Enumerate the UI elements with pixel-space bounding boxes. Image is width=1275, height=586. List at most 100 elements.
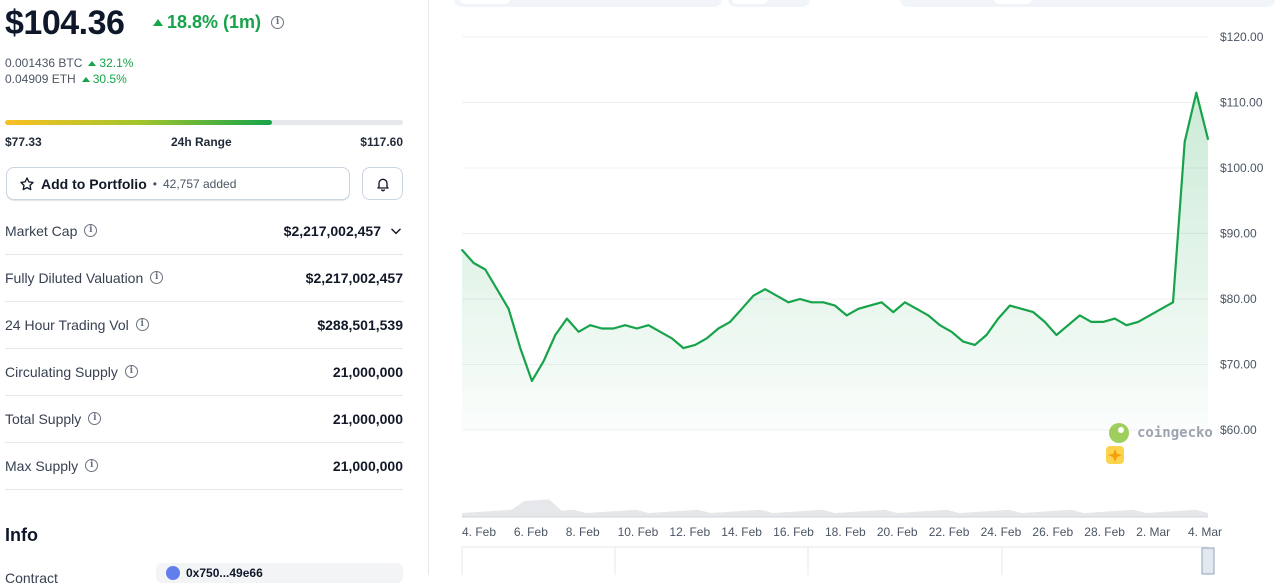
stat-value-wrap: $2,217,002,457 [306,270,403,286]
price-point [892,311,895,313]
price-point [1020,307,1023,310]
time-range-tabs[interactable] [900,0,1275,7]
y-tick-label: $70.00 [1220,358,1257,372]
price-point [775,294,778,297]
price-point [764,288,766,291]
volume-area [462,499,1208,517]
price-point [729,321,731,323]
price-point [1043,321,1046,323]
price-point [834,304,836,307]
price-point [845,314,848,317]
price-area [462,92,1208,430]
price-point [857,307,860,310]
x-tick-label: 16. Feb [773,525,814,539]
price-point [1067,324,1070,327]
price-point [869,304,871,307]
price-point [962,340,965,343]
up-triangle-icon [153,19,163,26]
info-icon[interactable]: i [150,271,164,284]
price-point [496,288,498,291]
price-point [822,301,825,304]
bell-icon [376,178,389,191]
price-point [600,327,603,330]
active-time-range[interactable] [994,0,1032,4]
contract-address: 0x750...49e66 [186,566,263,580]
active-tab[interactable] [460,0,510,4]
range-navigator[interactable] [461,546,1209,578]
chart-type-tabs[interactable] [454,0,722,7]
stat-label-text: Circulating Supply [5,363,118,380]
info-icon[interactable]: i [84,224,98,237]
range-high: $117.60 [360,135,403,149]
current-price: $104.36 [5,4,125,42]
stat-label-text: Market Cap [5,222,78,239]
range-low: $77.33 [5,135,42,149]
eth-price-row: 0.04909 ETH 30.5% [5,72,127,86]
y-tick-label: $90.00 [1220,227,1257,241]
price-point [1183,140,1186,143]
stat-value: 21,000,000 [332,363,403,380]
price-point [577,330,580,333]
stat-row: Fully Diluted Valuation i $2,217,002,457 [5,254,403,302]
info-icon[interactable]: i [88,412,102,425]
info-icon[interactable]: i [271,16,285,29]
price-point [635,327,638,330]
coingecko-logo: coingecko [1109,423,1213,443]
price-point [740,307,743,310]
price-point [1125,324,1128,327]
stat-value-wrap: 21,000,000 [333,411,403,427]
x-tick-label: 6. Feb [514,525,548,539]
price-point [694,343,697,346]
x-tick-label: 10. Feb [618,525,659,539]
price-point [1032,311,1035,313]
coin-overview-panel: $104.36 18.8% (1m) i 0.001436 BTC 32.1% … [0,0,410,586]
navigator-handle[interactable] [1201,547,1215,575]
stat-label-text: Total Supply [5,410,82,427]
active-view-tab[interactable] [732,0,768,4]
contract-address-box[interactable]: 0x750...49e66 [156,563,403,583]
price-point [507,307,510,310]
up-triangle-icon [81,76,90,82]
y-tick-label: $110.00 [1220,96,1263,110]
chart-view-tabs[interactable] [728,0,810,7]
x-tick-label: 26. Feb [1032,525,1073,539]
price-point [880,301,883,304]
add-to-portfolio-button[interactable]: Add to Portfolio • 42,757 added [6,167,350,200]
price-chart[interactable]: $120.00 $110.00 $100.00 $90.00 $80.00 $70.00 $… [440,0,1275,578]
stat-value: $288,501,539 [317,316,403,333]
info-icon[interactable]: i [135,318,149,331]
price-point [682,347,685,350]
price-point [1078,314,1081,317]
price-point [612,327,615,330]
chevron-down-icon[interactable] [389,224,403,238]
x-tick-label: 4. Feb [462,525,496,539]
info-icon[interactable]: i [85,459,99,472]
x-tick-label: 8. Feb [566,525,600,539]
price-point [799,298,801,300]
price-change-1m: 18.8% (1m) i [153,12,285,33]
stat-row: Total Supply i 21,000,000 [5,395,403,443]
stat-value: $2,217,002,457 [283,222,381,239]
gecko-logo-mark [1109,423,1129,443]
ethereum-icon [166,566,180,580]
eth-change: 30.5% [81,72,127,86]
y-tick-label: $60.00 [1220,423,1257,437]
price-point [461,248,463,251]
stat-value: 21,000,000 [332,410,403,427]
price-chart-svg[interactable]: $120.00 $110.00 $100.00 $90.00 $80.00 $70.00 $… [440,0,1275,578]
stat-label: 24 Hour Trading Vol i [5,317,149,333]
price-point [542,360,545,363]
price-point [659,330,662,333]
price-point [1102,321,1104,323]
24h-range-fill [5,120,272,125]
x-tick-label: 28. Feb [1084,525,1125,539]
price-point [519,347,522,350]
price-point [810,301,813,304]
price-alert-button[interactable] [362,167,403,200]
price-point [939,324,941,327]
btc-value: 0.001436 BTC [5,56,83,70]
price-point [1148,314,1151,317]
price-point [705,337,708,340]
info-icon[interactable]: i [124,365,138,378]
btc-price-row: 0.001436 BTC 32.1% [5,56,133,70]
